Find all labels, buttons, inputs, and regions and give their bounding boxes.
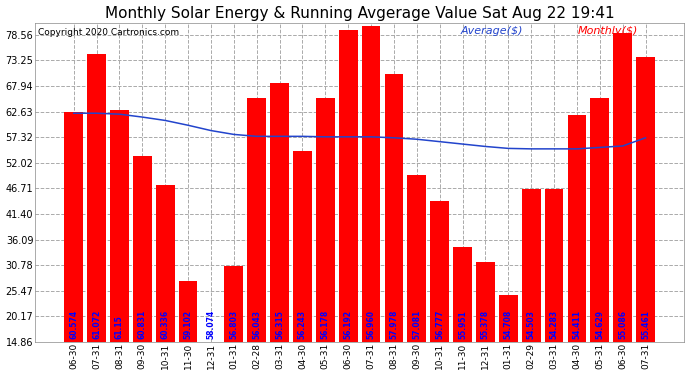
Bar [339,30,357,375]
Bar [224,267,243,375]
Title: Monthly Solar Energy & Running Avgerage Value Sat Aug 22 19:41: Monthly Solar Energy & Running Avgerage … [105,6,614,21]
Text: 54.411: 54.411 [573,310,582,339]
Bar [591,98,609,375]
Text: 56.315: 56.315 [275,310,284,339]
Bar [179,281,197,375]
Text: 55.378: 55.378 [481,310,490,339]
Text: 54.503: 54.503 [526,310,535,339]
Bar [636,57,655,375]
Text: 55.086: 55.086 [618,310,627,339]
Text: 61.15: 61.15 [115,316,124,339]
Text: 59.102: 59.102 [184,310,193,339]
Text: 56.178: 56.178 [321,310,330,339]
Bar [316,98,335,375]
Bar [247,98,266,375]
Bar [431,201,449,375]
Bar [293,151,312,375]
Text: 56.043: 56.043 [253,310,262,339]
Text: 57.081: 57.081 [413,310,422,339]
Bar [156,184,175,375]
Text: 56.192: 56.192 [344,310,353,339]
Text: 54.708: 54.708 [504,310,513,339]
Text: 56.243: 56.243 [298,310,307,339]
Text: 60.831: 60.831 [138,310,147,339]
Bar [362,26,380,375]
Text: 61.072: 61.072 [92,310,101,339]
Text: 58.074: 58.074 [206,310,215,339]
Bar [544,189,564,375]
Text: Copyright 2020 Cartronics.com: Copyright 2020 Cartronics.com [38,28,179,37]
Bar [568,115,586,375]
Text: 55.951: 55.951 [458,310,467,339]
Bar [87,54,106,375]
Bar [476,262,495,375]
Text: 56.803: 56.803 [229,310,238,339]
Text: Average($): Average($) [460,26,523,36]
Text: Monthly($): Monthly($) [578,26,638,36]
Text: 60.574: 60.574 [69,310,78,339]
Bar [270,83,289,375]
Text: 60.336: 60.336 [161,310,170,339]
Bar [613,33,632,375]
Bar [133,156,152,375]
Bar [384,74,404,375]
Bar [522,189,540,375]
Text: 56.777: 56.777 [435,310,444,339]
Text: 56.960: 56.960 [366,310,375,339]
Bar [499,296,518,375]
Text: 57.978: 57.978 [389,310,398,339]
Bar [407,175,426,375]
Text: 54.283: 54.283 [549,310,558,339]
Text: 54.629: 54.629 [595,310,604,339]
Bar [64,112,83,375]
Text: 55.461: 55.461 [641,310,650,339]
Bar [201,346,220,375]
Bar [453,247,472,375]
Bar [110,110,129,375]
